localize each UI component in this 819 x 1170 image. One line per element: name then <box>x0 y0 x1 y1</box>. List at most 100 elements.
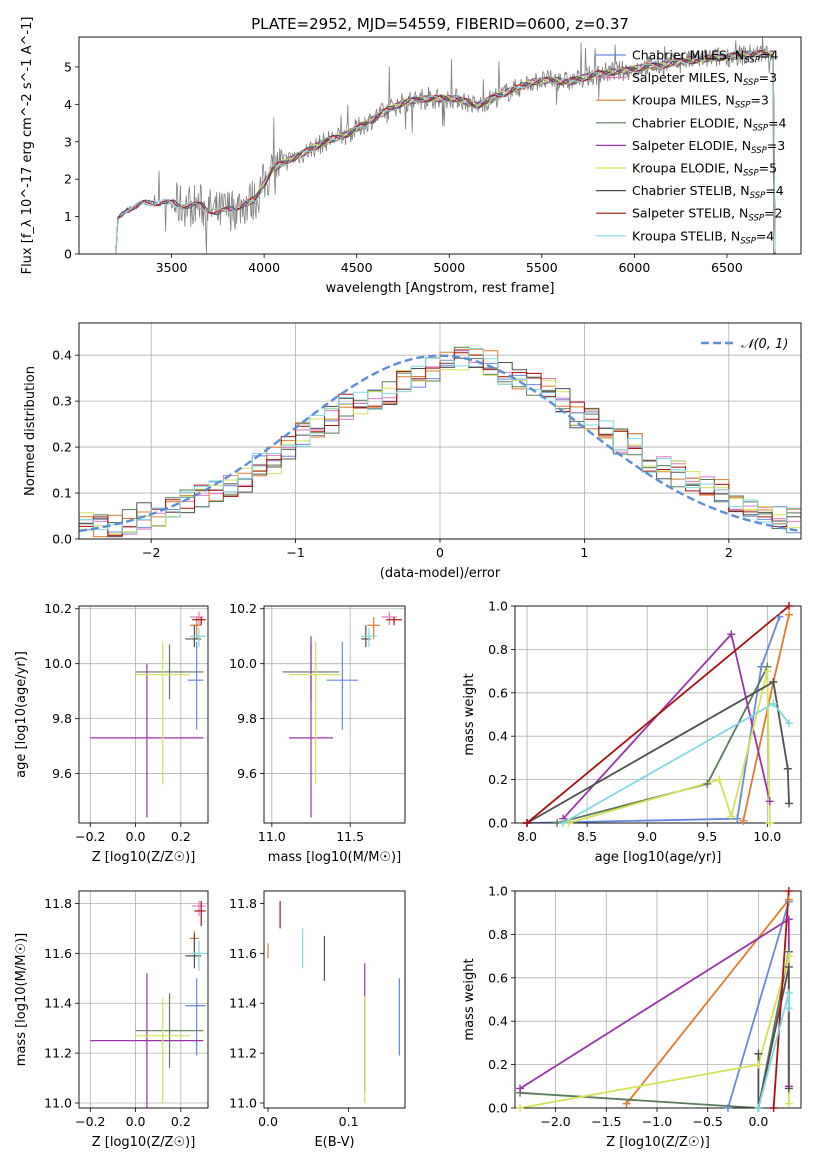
weight_vs_age-point-marker <box>765 797 774 806</box>
weight_vs_Z-ytick-label: 0.0 <box>488 1101 508 1116</box>
spectrum-legend-label: Salpeter STELIB, NSSP=2 <box>632 206 782 224</box>
residuals-xlabel: (data-model)/error <box>380 566 501 581</box>
weight_vs_age-point-marker <box>769 699 778 708</box>
weight_vs_Z-xtick-label: −1.0 <box>642 1114 672 1129</box>
legend-text-sub: SSP <box>751 146 767 156</box>
weight_vs_Z-point-marker <box>784 915 793 924</box>
age_vs_mass-frame <box>263 605 406 824</box>
residuals-xtick-label: 2 <box>725 545 733 560</box>
weight_vs_age-ytick-label: 0.6 <box>488 685 508 700</box>
legend-text-value: =3 <box>759 70 777 85</box>
spectrum-ytick-label: 2 <box>64 172 72 187</box>
weight_vs_age-point-marker <box>765 819 774 827</box>
weight_vs_Z-ylabel: mass weight <box>462 958 477 1040</box>
mass_vs_Z-frame <box>78 890 209 1109</box>
weight_vs_age-xtick-label: 9.0 <box>637 829 657 844</box>
mass_vs_ebv-ytick-label: 11.6 <box>229 946 257 961</box>
legend-text-value: =4 <box>756 228 774 243</box>
weight_vs_age-point-marker <box>775 612 784 621</box>
gaussian-legend-label: 𝒩(0, 1) <box>741 337 788 352</box>
weight_vs_Z-ytick-label: 0.4 <box>488 1014 508 1029</box>
legend-text-sub: SSP <box>748 214 764 224</box>
gaussian-curve <box>79 354 801 533</box>
weight_vs_Z-frame <box>514 890 802 1109</box>
weight_vs_Z-point-marker <box>516 1104 525 1112</box>
spectrum-ytick-label: 1 <box>64 209 72 224</box>
age_vs_Z-marks <box>90 611 206 818</box>
spectrum-legend-label: Kroupa MILES, NSSP=3 <box>632 93 769 111</box>
weight_vs_age-point-marker <box>733 814 742 823</box>
weight_vs_Z-series-line <box>757 966 790 1108</box>
residual-histogram <box>79 347 801 534</box>
mass_vs_ebv-xlabel: E(B-V) <box>314 1135 354 1150</box>
weight_vs_Z-ytick-label: 1.0 <box>488 884 508 899</box>
mass_vs_Z-xlabel: Z [log10(Z/Z☉)] <box>92 1135 196 1150</box>
weight_vs_Z-point-marker <box>784 952 793 961</box>
legend-text-sub: SSP <box>735 101 751 111</box>
legend-text-sub: SSP <box>743 169 759 179</box>
weight_vs_Z-point-marker <box>784 988 793 997</box>
weight_vs_Z-xtick-label: 0.0 <box>748 1114 768 1129</box>
residuals-xtick-label: 1 <box>580 545 588 560</box>
spectrum-ytick-label: 5 <box>64 59 72 74</box>
age_vs_Z-ytick-label: 9.6 <box>52 766 72 781</box>
spectrum-panel: 3500 4000 4500 5000 5500 6000 6500 0 1 2 3 4 5 wavele… <box>20 17 802 296</box>
spectrum-legend-label: Chabrier MILES, NSSP=4 <box>632 48 778 66</box>
weight_vs_age-point-marker <box>727 812 736 821</box>
weight_vs_Z-point-marker <box>622 1099 631 1108</box>
weight_vs_Z-point-marker <box>784 1084 793 1093</box>
spectrum-model-line <box>115 49 776 254</box>
plots-layer: 3500 4000 4500 5000 5500 6000 6500 0 1 2 3 4 5 wavele… <box>14 17 802 1150</box>
weight_vs_age-point-marker <box>727 630 736 639</box>
weight_vs_Z-point-marker <box>754 1049 763 1058</box>
weight_vs_age-series-line <box>562 632 771 820</box>
weight_vs_age-ytick-label: 0.8 <box>488 642 508 657</box>
weight_vs_age-ytick-label: 0.4 <box>488 729 508 744</box>
weight_vs_Z-series-line <box>519 917 790 1090</box>
mass_vs_ebv-xtick-label: 0.0 <box>258 1114 278 1129</box>
weight_vs_Z-point-marker <box>784 962 793 971</box>
spectrum-xtick-label: 3500 <box>156 260 188 275</box>
weight_vs_Z-xlabel: Z [log10(Z/Z☉)] <box>606 1135 710 1150</box>
mass_vs_Z-ytick-label: 11.8 <box>44 896 72 911</box>
legend-text-main: Kroupa MILES, N <box>632 93 735 108</box>
mass_vs_ebv-frame <box>263 890 406 1109</box>
weight_vs_age-point-marker <box>784 602 793 610</box>
weight_vs_age-xlabel: age [log10(age/yr)] <box>595 850 722 865</box>
residual-histogram <box>79 346 801 529</box>
residuals-xtick-label: 0 <box>436 545 444 560</box>
mass_vs_ebv-ytick-label: 11.8 <box>229 896 257 911</box>
spectrum-ylabel: Flux [f_λ 10^-17 erg cm^-2 s^-1 A^-1] <box>20 17 35 275</box>
spectrum-model-line <box>115 50 776 254</box>
spectrum-legend-label: Kroupa STELIB, NSSP=4 <box>632 228 774 246</box>
weight_vs_Z-series-line <box>625 899 790 1105</box>
legend-text-sub: SSP <box>750 191 766 201</box>
weight_vs_age-point-marker <box>784 799 793 808</box>
legend-text-main: Kroupa STELIB, N <box>632 228 740 243</box>
legend-text-main: Salpeter MILES, N <box>632 70 743 85</box>
mass_vs_ebv-marks <box>267 900 400 1104</box>
legend-text-value: =2 <box>764 206 782 221</box>
weight_vs_Z-point-marker <box>754 1060 763 1069</box>
legend-text-main: Kroupa ELODIE, N <box>632 161 743 176</box>
weight_vs_Z-series-line <box>519 955 790 1108</box>
residuals-ylabel: Normed distribution <box>23 366 38 496</box>
weight_vs_age-xtick-label: 8.0 <box>517 829 537 844</box>
mass_vs_ebv-ytick-label: 11.4 <box>229 996 257 1011</box>
residual-histogram <box>79 352 801 536</box>
age_vs_mass-ytick-label: 9.6 <box>237 766 257 781</box>
legend-text-main: Chabrier STELIB, N <box>632 183 750 198</box>
spectrum-xtick-label: 6500 <box>711 260 743 275</box>
weight_vs_Z-ytick-label: 0.2 <box>488 1057 508 1072</box>
weight_vs_age-point-marker <box>715 775 724 784</box>
weight_vs_age-series-line <box>526 680 790 823</box>
weight_vs_Z-point-marker <box>723 1104 732 1112</box>
age_vs_mass-marks <box>282 611 402 818</box>
residuals-xtick-label: −2 <box>142 545 160 560</box>
weight_vs_Z-xtick-label: −0.5 <box>693 1114 723 1129</box>
legend-text-main: Salpeter STELIB, N <box>632 206 748 221</box>
spectrum-ytick-label: 4 <box>64 97 72 112</box>
weight_vs_Z-point-marker <box>784 887 793 895</box>
mass_vs_Z-xtick-label: −0.2 <box>75 1114 105 1129</box>
